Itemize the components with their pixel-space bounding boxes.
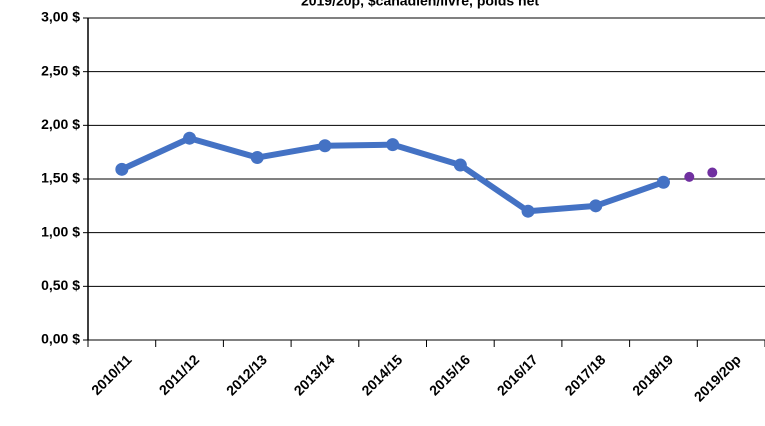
y-tick-label: 1,00 $ [41, 223, 80, 239]
x-tick-label: 2019/20p [691, 351, 744, 404]
point [521, 204, 535, 218]
x-tick-label: 2017/18 [561, 351, 608, 398]
x-tick-label: 2018/19 [629, 351, 676, 398]
point [318, 139, 332, 153]
point [183, 131, 197, 145]
point [250, 151, 264, 165]
chart-title: 2019/20p, $canadien/livre, poids net [301, 0, 539, 9]
y-tick-label: 0,00 $ [41, 331, 80, 347]
y-tick-label: 2,50 $ [41, 62, 80, 78]
x-tick-label: 2013/14 [291, 351, 338, 398]
x-tick-label: 2010/11 [88, 351, 135, 398]
x-tick-label: 2012/13 [223, 351, 270, 398]
y-tick-label: 0,50 $ [41, 277, 80, 293]
x-tick-label: 2016/17 [494, 351, 541, 398]
point [115, 162, 129, 176]
forecast-point [707, 167, 718, 178]
x-tick-label: 2014/15 [358, 351, 405, 398]
y-tick-label: 3,00 $ [41, 9, 80, 25]
x-tick-label: 2015/16 [426, 351, 473, 398]
x-tick-label: 2011/12 [156, 351, 203, 398]
point [656, 175, 670, 189]
y-tick-label: 1,50 $ [41, 170, 80, 186]
point [589, 199, 603, 213]
point [386, 138, 400, 152]
forecast-point [684, 171, 695, 182]
y-tick-label: 2,00 $ [41, 116, 80, 132]
point [453, 158, 467, 172]
